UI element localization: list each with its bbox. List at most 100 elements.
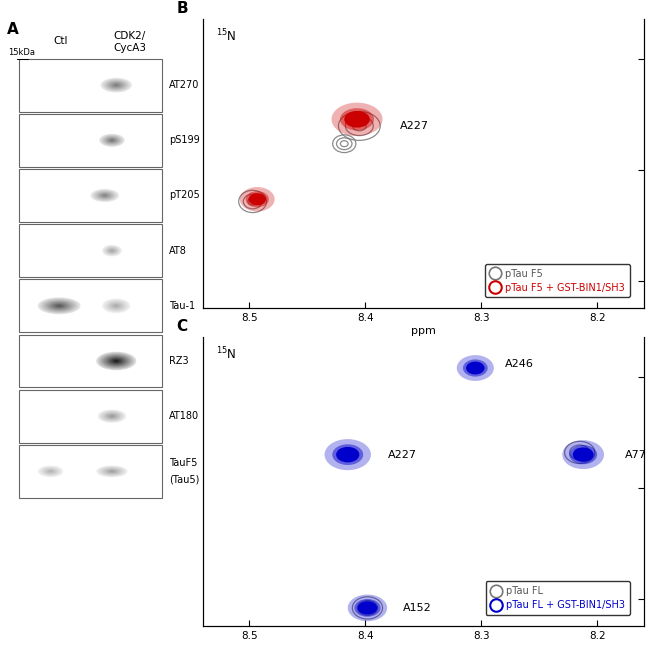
Ellipse shape bbox=[108, 248, 116, 253]
Ellipse shape bbox=[105, 469, 118, 474]
Text: Tau-1: Tau-1 bbox=[169, 301, 195, 311]
Ellipse shape bbox=[457, 355, 494, 381]
Ellipse shape bbox=[102, 78, 131, 92]
Text: AT180: AT180 bbox=[169, 411, 200, 421]
Ellipse shape bbox=[466, 362, 485, 375]
Ellipse shape bbox=[577, 450, 590, 459]
Ellipse shape bbox=[248, 193, 266, 205]
Ellipse shape bbox=[469, 364, 482, 372]
Ellipse shape bbox=[107, 248, 117, 253]
Ellipse shape bbox=[105, 300, 128, 312]
Ellipse shape bbox=[336, 447, 359, 462]
Ellipse shape bbox=[93, 190, 117, 201]
Ellipse shape bbox=[110, 82, 123, 88]
Text: A77: A77 bbox=[625, 450, 647, 460]
Ellipse shape bbox=[39, 466, 62, 477]
Ellipse shape bbox=[110, 139, 114, 141]
Text: A246: A246 bbox=[504, 359, 533, 368]
Ellipse shape bbox=[108, 301, 125, 310]
Ellipse shape bbox=[107, 301, 125, 311]
Ellipse shape bbox=[332, 444, 363, 465]
Text: (Tau5): (Tau5) bbox=[169, 474, 200, 484]
Ellipse shape bbox=[106, 413, 118, 419]
Ellipse shape bbox=[100, 467, 124, 476]
Ellipse shape bbox=[104, 468, 120, 474]
Ellipse shape bbox=[463, 359, 488, 377]
Ellipse shape bbox=[111, 83, 122, 88]
Text: pT205: pT205 bbox=[169, 190, 200, 201]
Ellipse shape bbox=[109, 249, 115, 253]
Ellipse shape bbox=[47, 470, 54, 473]
Ellipse shape bbox=[98, 466, 126, 477]
Ellipse shape bbox=[110, 415, 114, 417]
Ellipse shape bbox=[43, 468, 58, 475]
Ellipse shape bbox=[42, 468, 59, 475]
Ellipse shape bbox=[114, 84, 119, 86]
Ellipse shape bbox=[240, 187, 275, 212]
Ellipse shape bbox=[49, 471, 51, 472]
Ellipse shape bbox=[57, 305, 61, 306]
Ellipse shape bbox=[105, 246, 120, 255]
Ellipse shape bbox=[348, 114, 365, 125]
Text: Ctl: Ctl bbox=[53, 36, 68, 46]
Text: RZ3: RZ3 bbox=[169, 356, 188, 366]
Ellipse shape bbox=[48, 302, 70, 310]
Legend: pTau F5, pTau F5 + GST-BIN1/SH3: pTau F5, pTau F5 + GST-BIN1/SH3 bbox=[485, 264, 630, 297]
Ellipse shape bbox=[109, 81, 124, 89]
Ellipse shape bbox=[100, 194, 110, 197]
Text: A152: A152 bbox=[402, 603, 431, 613]
Ellipse shape bbox=[109, 302, 124, 310]
Ellipse shape bbox=[102, 245, 122, 257]
Ellipse shape bbox=[48, 470, 53, 472]
Ellipse shape bbox=[40, 298, 79, 313]
Ellipse shape bbox=[573, 448, 593, 462]
Text: TauF5: TauF5 bbox=[169, 459, 198, 468]
Ellipse shape bbox=[107, 414, 117, 419]
Ellipse shape bbox=[38, 297, 81, 314]
Ellipse shape bbox=[103, 412, 122, 421]
Text: A227: A227 bbox=[388, 450, 417, 460]
Ellipse shape bbox=[99, 353, 133, 369]
Ellipse shape bbox=[252, 195, 263, 203]
Ellipse shape bbox=[106, 80, 127, 90]
Text: 15kDa: 15kDa bbox=[8, 48, 35, 57]
Ellipse shape bbox=[344, 111, 370, 128]
Ellipse shape bbox=[103, 355, 129, 367]
Bar bbox=[19, 59, 162, 112]
Ellipse shape bbox=[98, 410, 126, 422]
Ellipse shape bbox=[108, 357, 125, 365]
Ellipse shape bbox=[115, 84, 118, 86]
Ellipse shape bbox=[108, 470, 116, 473]
Ellipse shape bbox=[111, 471, 113, 472]
Ellipse shape bbox=[358, 601, 377, 615]
Ellipse shape bbox=[96, 191, 114, 200]
Text: CDK2/: CDK2/ bbox=[113, 32, 146, 41]
Text: $^{15}$N: $^{15}$N bbox=[216, 28, 237, 45]
X-axis label: ppm: ppm bbox=[411, 326, 436, 335]
Ellipse shape bbox=[107, 470, 117, 473]
Ellipse shape bbox=[105, 137, 118, 144]
Ellipse shape bbox=[52, 303, 66, 309]
Ellipse shape bbox=[100, 134, 124, 146]
Ellipse shape bbox=[45, 300, 73, 312]
Ellipse shape bbox=[111, 250, 113, 251]
Ellipse shape bbox=[96, 466, 127, 477]
Ellipse shape bbox=[46, 469, 56, 474]
Bar bbox=[19, 114, 162, 166]
Ellipse shape bbox=[340, 450, 356, 460]
Ellipse shape bbox=[103, 136, 120, 144]
Ellipse shape bbox=[109, 249, 114, 252]
Ellipse shape bbox=[101, 135, 123, 146]
Ellipse shape bbox=[47, 301, 72, 311]
Ellipse shape bbox=[94, 190, 116, 201]
Ellipse shape bbox=[46, 470, 55, 473]
Ellipse shape bbox=[92, 190, 118, 201]
Text: A: A bbox=[6, 23, 18, 37]
Ellipse shape bbox=[115, 305, 118, 306]
Ellipse shape bbox=[107, 137, 117, 143]
Ellipse shape bbox=[43, 299, 75, 312]
Ellipse shape bbox=[105, 137, 120, 144]
Ellipse shape bbox=[102, 299, 131, 313]
Ellipse shape bbox=[99, 466, 125, 476]
Text: CycA3: CycA3 bbox=[113, 43, 146, 53]
